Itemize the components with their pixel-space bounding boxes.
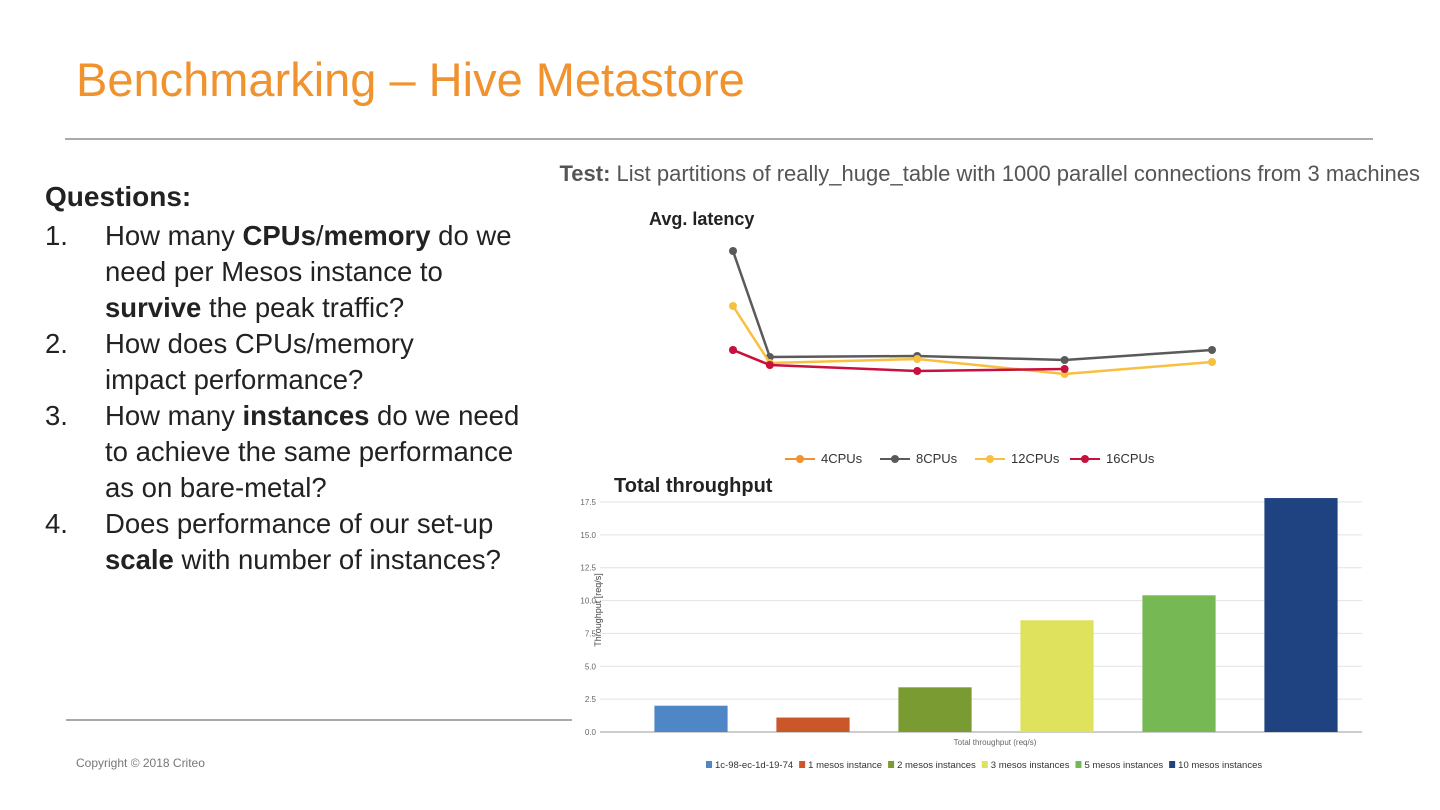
question: 4. Does performance of our set-up scale w… [45,506,545,578]
text: How many [105,400,243,431]
y-tick-label: 17.5 [580,498,596,507]
y-tick-label: 0.0 [585,728,597,737]
y-tick-label: 10.0 [580,597,596,606]
x-axis-label: Total throughput (req/s) [954,738,1037,747]
y-tick-label: 5.0 [585,662,597,671]
text: instances [242,400,370,431]
question-number: 2. [45,328,68,359]
point [1060,365,1069,373]
point [913,355,922,363]
text: do we need per Mesos instance to [105,220,512,287]
chart-title: Avg. latency [649,209,754,229]
y-tick-label: 15.0 [580,531,596,540]
legend-swatch [1169,761,1176,768]
legend-swatch [706,761,712,768]
text: Does performance of our set-up [105,508,494,539]
text: do we need to achieve the same performan… [105,400,520,503]
series-line [731,250,1213,362]
point [1208,358,1216,366]
legend-label: 4CPUs [821,451,863,466]
test-description: Test: List partitions of really_huge_tab… [559,161,1420,187]
legend-swatch [1075,761,1082,768]
text: How many [105,220,243,251]
legend-swatch [1081,455,1089,463]
slide-title: Benchmarking – Hive Metastore [76,53,745,106]
test-text: List partitions of really_huge_table wit… [616,161,1420,186]
legend-swatch [888,761,895,768]
text: the peak traffic? [201,292,405,323]
question-number: 1. [45,220,68,251]
copyright: Copyright © 2018 Criteo [76,756,205,770]
series-line [732,348,1065,373]
y-tick-label: 12.5 [580,564,596,573]
chart-title: Total throughput [614,475,773,497]
text: memory [323,220,431,251]
series-line [731,305,1213,376]
test-label: Test: [559,161,611,186]
legend-label: 10 mesos instances [1178,760,1262,771]
question-number: 3. [45,400,68,431]
text: scale [105,544,174,575]
bar [898,687,972,732]
text: survive [105,292,202,323]
legend-swatch [796,455,804,463]
question-number: 4. [45,508,68,539]
questions-list: 1. How many CPUs/memory do we need per Me… [45,218,545,578]
y-tick-label: 7.5 [585,629,597,638]
legend-label: 5 mesos instances [1084,760,1163,771]
text: / [315,220,324,251]
legend-swatch [891,455,899,463]
questions-heading: Questions: [45,181,192,212]
legend-label: 12CPUs [1011,451,1060,466]
bar [1142,595,1216,732]
legend-label: 16CPUs [1106,451,1155,466]
y-axis-label: Throughput [req/s] [593,573,603,647]
point [1060,356,1069,364]
question: 2. How does CPUs/memory impact performanc… [45,326,465,398]
legend-label: 8CPUs [916,451,958,466]
bar [776,717,850,732]
point [913,367,922,375]
question: 1. How many CPUs/memory do we need per Me… [45,218,545,326]
bar [654,705,728,732]
question: 3. How many instances do we need to achie… [45,398,545,506]
text: with number of instances? [173,544,501,575]
legend-label: 1c-98-ec-1d-19-74 [715,760,793,771]
point [1208,346,1216,354]
legend-label: 3 mesos instances [991,760,1070,771]
point [729,302,737,310]
text: CPUs [242,220,316,251]
y-tick-label: 2.5 [585,695,597,704]
point [729,346,737,354]
point [765,361,774,369]
legend-swatch [799,761,806,768]
bar [1264,498,1338,732]
legend-swatch [981,761,988,768]
legend-label: 1 mesos instance [808,760,882,771]
point [729,247,737,255]
bar [1020,620,1094,732]
legend-swatch [986,455,994,463]
text: How does CPUs/memory impact performance? [105,328,414,395]
legend-label: 2 mesos instances [897,760,976,771]
